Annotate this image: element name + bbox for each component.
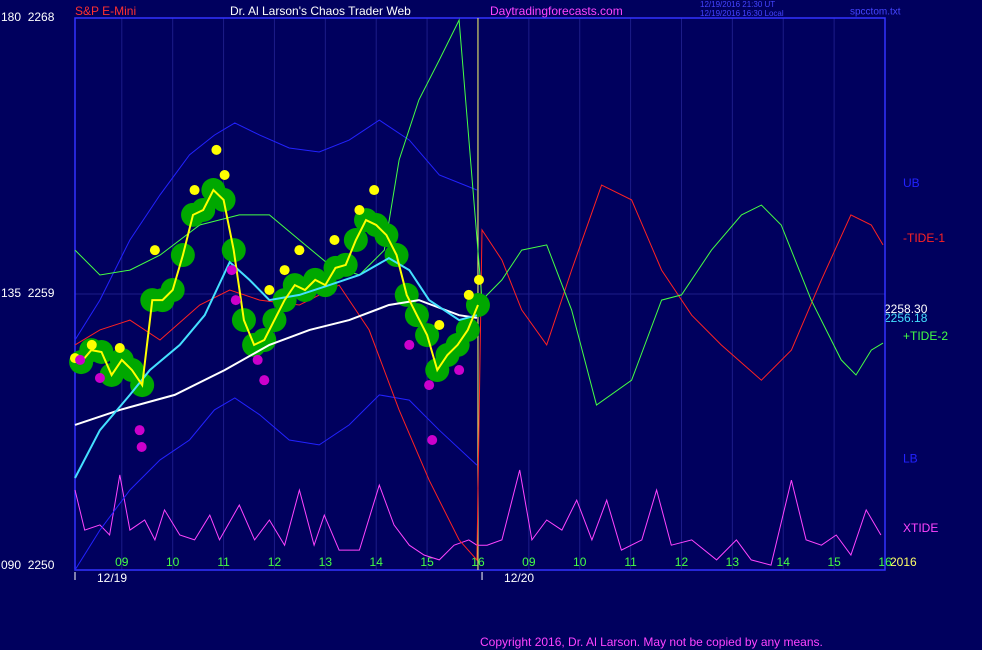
x-tick-label: 13 (319, 555, 333, 569)
price-dot (259, 375, 270, 386)
price-dot (189, 185, 200, 196)
price-dot (434, 319, 445, 330)
price-dot (463, 289, 474, 300)
x-tick-label: 11 (624, 555, 637, 569)
price-dot (211, 144, 222, 155)
series-label: XTIDE (903, 521, 938, 535)
series-line (74, 469, 882, 566)
date-label: 12/19 (97, 571, 127, 585)
price-dot (114, 342, 125, 353)
series-line (74, 394, 478, 571)
price-dot (454, 365, 465, 376)
series-label: UB (903, 176, 920, 190)
series-line (80, 188, 479, 388)
price-dot (424, 380, 435, 391)
series-label: LB (903, 451, 918, 465)
x-tick-label: 09 (522, 555, 536, 569)
symbol: S&P E-Mini (75, 4, 136, 18)
price-dot (230, 295, 241, 306)
copyright: Copyright 2016, Dr. Al Larson. May not b… (480, 635, 823, 649)
timestamp: 12/19/2016 21:30 UT (700, 0, 775, 9)
price-dot (226, 265, 237, 276)
y-tick-label: 135 2259 (1, 286, 55, 300)
timestamp: 12/19/2016 16:30 Local (700, 9, 784, 18)
x-tick-label: 15 (827, 555, 841, 569)
year: 2016 (890, 555, 917, 569)
series-line (74, 119, 478, 341)
x-tick-label: 15 (420, 555, 434, 569)
series-line (74, 18, 884, 406)
x-tick-label: 12 (268, 555, 282, 569)
x-tick-label: 12 (675, 555, 689, 569)
series-label: -TIDE-1 (903, 231, 945, 245)
price-dot (369, 185, 380, 196)
x-tick-label: 09 (115, 555, 129, 569)
website: Daytradingforecasts.com (490, 4, 623, 18)
price-dot (94, 373, 105, 384)
x-tick-label: 14 (777, 555, 791, 569)
chart-title: Dr. Al Larson's Chaos Trader Web (230, 4, 411, 18)
price-dot (264, 285, 275, 296)
series-line (74, 184, 884, 562)
y-tick-label: 180 2268 (1, 10, 55, 24)
price-dot (294, 245, 305, 256)
price-dot (404, 339, 415, 350)
plot-frame (74, 17, 886, 571)
price-dot (86, 339, 97, 350)
y-tick-label: 090 2250 (1, 558, 55, 572)
price-dot (149, 245, 160, 256)
last-price: 2256.18 (884, 311, 928, 325)
x-tick-label: 10 (573, 555, 587, 569)
price-dot (473, 274, 484, 285)
series-label: +TIDE-2 (903, 329, 948, 343)
price-dot (252, 354, 263, 365)
price-dot (427, 434, 438, 445)
price-dot (329, 235, 340, 246)
x-tick-label: 11 (217, 555, 230, 569)
series-line (74, 299, 478, 426)
date-label: 12/20 (504, 571, 534, 585)
x-tick-label: 14 (370, 555, 384, 569)
x-tick-label: 13 (726, 555, 740, 569)
last-price: 2258.30 (884, 302, 928, 316)
price-dot (219, 170, 230, 181)
price-dot (354, 204, 365, 215)
file-name: spcctom.txt (850, 7, 901, 18)
x-tick-label: 10 (166, 555, 180, 569)
price-dot (279, 265, 290, 276)
price-dot (136, 442, 147, 453)
price-dot (134, 425, 145, 436)
price-dot (75, 354, 86, 365)
